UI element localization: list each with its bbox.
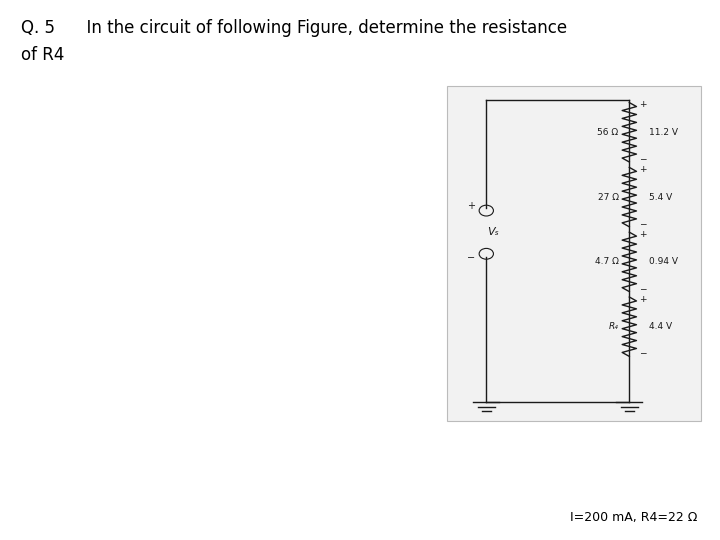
Text: 4.4 V: 4.4 V — [649, 322, 672, 331]
FancyBboxPatch shape — [447, 86, 701, 421]
Text: of R4: of R4 — [22, 46, 65, 64]
Text: −: − — [467, 253, 474, 263]
Text: I=200 mA, R4=22 Ω: I=200 mA, R4=22 Ω — [570, 511, 697, 524]
Text: Vₛ: Vₛ — [487, 227, 499, 237]
Text: 0.94 V: 0.94 V — [649, 258, 678, 266]
Text: 5.4 V: 5.4 V — [649, 193, 672, 201]
Text: R₄: R₄ — [608, 322, 618, 331]
Text: +: + — [639, 165, 646, 174]
Text: +: + — [639, 230, 646, 239]
Text: −: − — [639, 349, 646, 357]
Text: +: + — [467, 201, 474, 211]
Text: −: − — [639, 154, 646, 163]
Text: +: + — [639, 100, 646, 109]
Text: +: + — [639, 295, 646, 303]
Text: 11.2 V: 11.2 V — [649, 128, 678, 137]
Text: 4.7 Ω: 4.7 Ω — [595, 258, 618, 266]
Text: Q. 5      In the circuit of following Figure, determine the resistance: Q. 5 In the circuit of following Figure,… — [22, 19, 567, 37]
Text: 56 Ω: 56 Ω — [598, 128, 618, 137]
Text: −: − — [639, 284, 646, 293]
Text: −: − — [639, 219, 646, 228]
Text: 27 Ω: 27 Ω — [598, 193, 618, 201]
